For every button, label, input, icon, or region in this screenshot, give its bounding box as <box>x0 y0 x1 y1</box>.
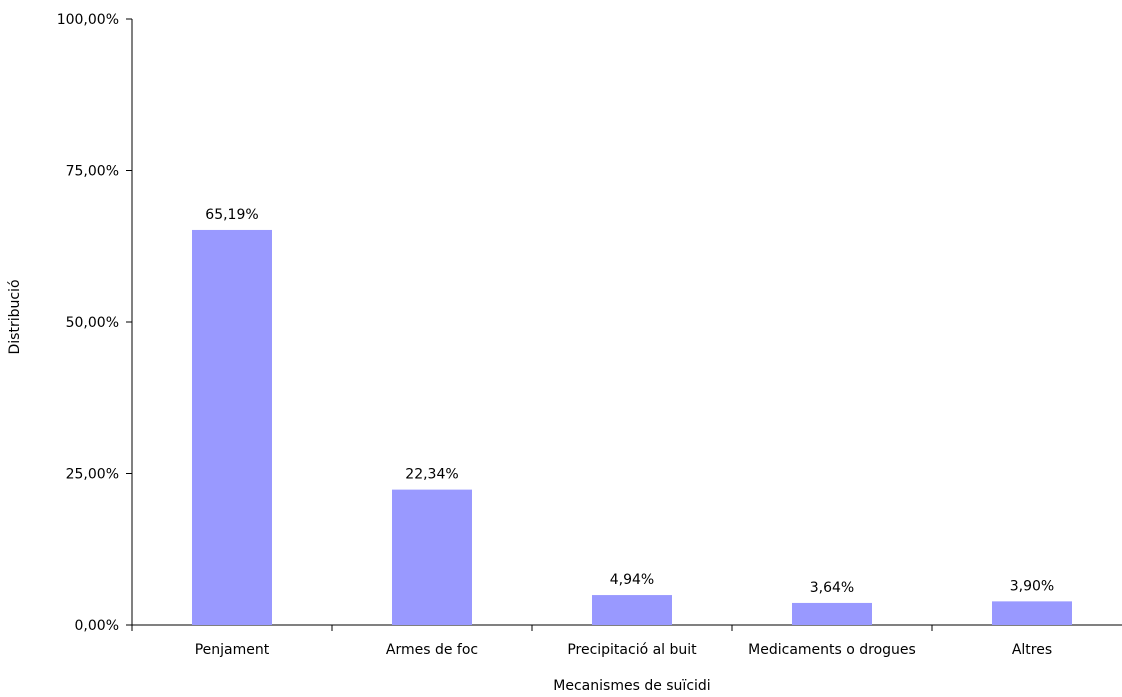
data-label: 4,94% <box>610 572 654 588</box>
x-axis-title: Mecanismes de suïcidi <box>553 678 710 694</box>
bar <box>392 489 472 625</box>
x-tick-label: Armes de foc <box>386 642 478 658</box>
data-label: 65,19% <box>205 207 258 223</box>
y-tick-label: 75,00% <box>66 164 119 180</box>
data-label: 3,64% <box>810 580 854 596</box>
y-tick-label: 25,00% <box>66 467 119 483</box>
y-tick-label: 50,00% <box>66 315 119 331</box>
x-tick-label: Penjament <box>195 642 270 658</box>
y-axis-title: Distribució <box>7 279 23 354</box>
data-label: 3,90% <box>1010 578 1054 594</box>
x-axis: Penjament Armes de foc Precipitació al bui… <box>131 624 1122 658</box>
bar <box>592 595 672 625</box>
bar <box>992 601 1072 625</box>
y-tick-label: 0,00% <box>75 618 119 634</box>
y-axis: 0,00% 25,00% 50,00% 75,00% 100,00% <box>57 12 133 634</box>
y-tick-label: 100,00% <box>57 12 119 28</box>
x-tick-label: Altres <box>1012 642 1052 658</box>
bar <box>792 602 872 625</box>
bars: 65,19% 22,34% 4,94% 3,64% 3,90% <box>192 207 1072 625</box>
x-tick-label: Medicaments o drogues <box>748 642 916 658</box>
data-label: 22,34% <box>405 467 458 483</box>
bar <box>192 229 272 625</box>
x-tick-label: Precipitació al buit <box>567 642 697 658</box>
